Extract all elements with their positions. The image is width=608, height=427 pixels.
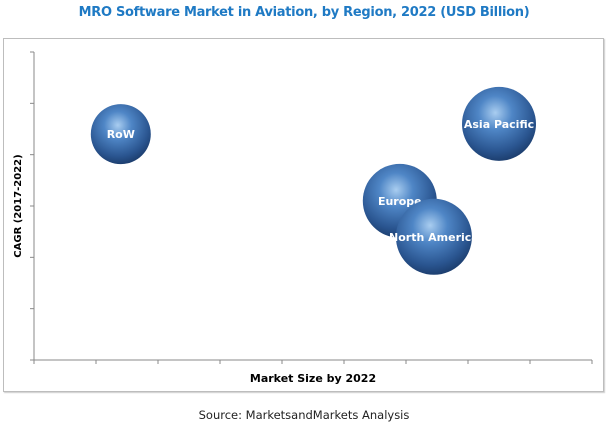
bubble-label: RoW <box>107 128 135 141</box>
y-axis-label: CAGR (2017-2022) <box>13 154 24 257</box>
bubble-asia-pacific <box>462 86 536 161</box>
bubble-label: North America <box>389 231 479 244</box>
x-axis-label: Market Size by 2022 <box>250 372 376 385</box>
chart-title: MRO Software Market in Aviation, by Regi… <box>78 5 530 20</box>
source-note: Source: MarketsandMarkets Analysis <box>198 408 410 422</box>
chart-frame <box>3 38 604 392</box>
bubble-row <box>90 104 151 165</box>
bubble-label: Asia Pacific <box>464 118 534 131</box>
bubble-label: Europe <box>378 195 422 208</box>
bubble-north-america <box>395 198 472 275</box>
